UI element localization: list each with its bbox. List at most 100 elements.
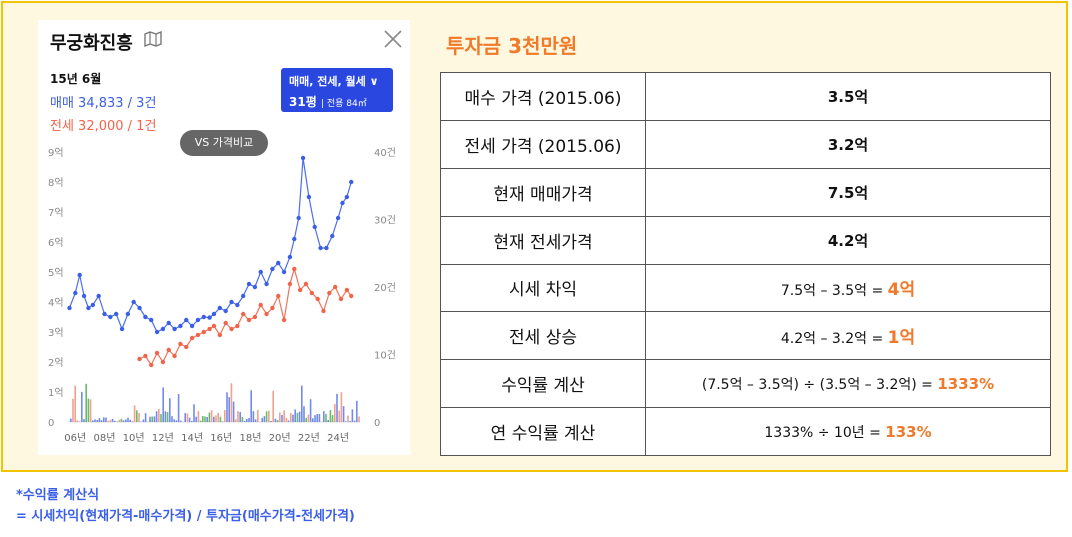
trade-type-filter: 매매, 전세, 월세 ∨	[289, 75, 379, 88]
volume-bar	[202, 416, 204, 422]
data-point	[297, 287, 303, 293]
data-point	[300, 155, 306, 161]
row-label: 수익률 계산	[440, 359, 646, 409]
row-value: 1333% ÷ 10년 = 133%	[645, 407, 1051, 456]
data-point	[306, 194, 312, 200]
volume-bar	[111, 418, 114, 422]
volume-bar	[217, 412, 219, 422]
data-point	[195, 317, 201, 323]
map-icon[interactable]	[144, 31, 162, 47]
data-point	[264, 281, 269, 287]
volume-bar	[74, 385, 76, 422]
volume-bar	[226, 392, 228, 422]
formula: 1333% ÷ 10년 =	[764, 424, 886, 441]
volume-bar	[303, 406, 305, 422]
data-point	[189, 335, 195, 341]
row-label: 연 수익률 계산	[440, 407, 646, 456]
data-point	[258, 269, 263, 275]
volume-bar	[349, 420, 351, 422]
volume-bar	[323, 411, 325, 422]
y-right-tick-label: 20건	[374, 282, 396, 294]
volume-bar	[188, 417, 191, 422]
volume-bar	[169, 398, 171, 422]
data-point	[270, 266, 275, 272]
volume-bar	[276, 420, 279, 422]
data-point	[178, 323, 183, 329]
volume-bar	[248, 418, 250, 422]
volume-bar	[204, 416, 206, 422]
data-point	[349, 179, 354, 185]
volume-bar	[353, 420, 356, 422]
x-tick-label: 24년	[327, 432, 349, 444]
volume-bar	[114, 420, 116, 422]
volume-bar	[173, 419, 175, 422]
y-left-tick-label: 7억	[48, 207, 64, 219]
y-right-tick-label: 10건	[374, 350, 396, 362]
volume-bar	[136, 410, 138, 422]
volume-bar	[265, 411, 268, 422]
y-left-tick-label: 8억	[48, 177, 64, 189]
volume-bar	[160, 414, 162, 422]
data-point	[235, 302, 240, 308]
vs-compare-button[interactable]: VS 가격비교	[180, 130, 268, 156]
data-point	[252, 284, 258, 290]
data-point	[292, 236, 297, 242]
data-point	[125, 311, 131, 317]
data-point	[189, 323, 195, 329]
volume-bar	[138, 413, 140, 422]
area-exclusive: | 전용 84㎡	[320, 99, 367, 109]
data-point	[292, 266, 297, 272]
volume-bar	[127, 417, 129, 422]
data-point	[137, 305, 142, 311]
data-point	[143, 353, 148, 359]
data-point	[252, 314, 258, 320]
volume-bar	[283, 410, 285, 422]
volume-bar	[72, 398, 74, 422]
formula: 4.2억 – 3.2억 =	[780, 331, 888, 348]
volume-bar	[186, 413, 189, 422]
volume-bar	[70, 418, 72, 422]
volume-bar	[142, 419, 145, 422]
y-left-tick-label: 9억	[48, 147, 64, 159]
data-point	[166, 347, 171, 353]
volume-bar	[296, 412, 299, 422]
volume-bar	[298, 411, 301, 422]
volume-bar	[274, 418, 277, 422]
volume-bar	[191, 421, 193, 422]
area-filter: 31평 | 전용 84㎡	[289, 93, 385, 110]
volume-bar	[285, 417, 288, 422]
volume-bar	[131, 420, 134, 422]
volume-bar	[329, 410, 332, 422]
close-icon[interactable]	[382, 28, 404, 50]
table-row: 시세 차익 7.5억 – 3.5억 = 4억	[440, 263, 1051, 313]
data-point	[137, 356, 142, 362]
volume-bar	[96, 420, 98, 422]
x-tick-label: 18년	[240, 432, 262, 444]
data-point	[281, 269, 287, 275]
apartment-name: 무궁화진흥	[50, 33, 133, 54]
selected-date: 15년 6월	[50, 72, 102, 86]
volume-bar	[83, 419, 85, 422]
data-point	[166, 320, 171, 326]
volume-bar	[318, 413, 321, 422]
y-left-tick-label: 5억	[48, 267, 64, 279]
trade-filter-button[interactable]: 매매, 전세, 월세 ∨ 31평 | 전용 84㎡	[281, 68, 393, 112]
volume-bar	[171, 416, 173, 422]
x-tick-label: 10년	[123, 432, 145, 444]
volume-bar	[290, 413, 292, 422]
volume-bar	[87, 398, 90, 422]
row-value: (7.5억 – 3.5억) ÷ (3.5억 – 3.2억) = 1333%	[645, 359, 1051, 409]
volume-bar	[206, 417, 208, 422]
volume-bar	[215, 415, 217, 422]
data-point	[160, 326, 166, 332]
table-row: 수익률 계산 (7.5억 – 3.5억) ÷ (3.5억 – 3.2억) = 1…	[440, 359, 1051, 409]
volume-bar	[155, 411, 158, 422]
volume-bar	[230, 383, 233, 422]
data-point	[340, 200, 345, 206]
row-value: 4.2억 – 3.2억 = 1억	[645, 311, 1051, 361]
data-point	[217, 332, 223, 338]
row-value: 3.5억	[645, 72, 1051, 121]
result-highlight: 4억	[887, 280, 916, 301]
data-point	[154, 329, 160, 335]
data-point	[217, 305, 223, 311]
